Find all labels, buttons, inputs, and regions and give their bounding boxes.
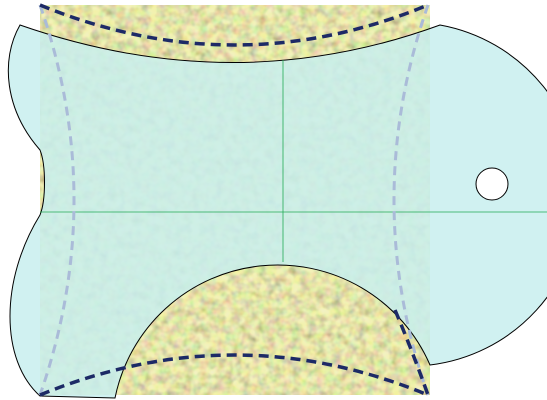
fish-shape: [7, 24, 547, 399]
right-dashed-tail: [393, 309, 430, 396]
top-dashed-curve: [39, 3, 429, 47]
bottom-dashed-curve: [39, 353, 429, 397]
eye-hole: [475, 167, 509, 201]
left-dashed-curve: [38, 4, 76, 396]
right-dashed-curve: [392, 4, 430, 396]
